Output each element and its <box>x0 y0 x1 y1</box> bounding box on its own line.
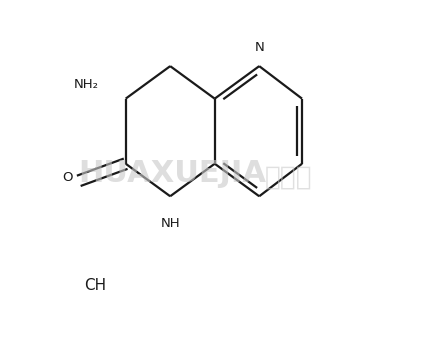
Text: NH₂: NH₂ <box>74 78 99 92</box>
Text: CH: CH <box>84 278 106 293</box>
Text: N: N <box>254 41 264 54</box>
Text: 化学加: 化学加 <box>265 164 312 190</box>
Text: NH: NH <box>160 217 180 230</box>
Text: HUAXUEJIA: HUAXUEJIA <box>78 159 266 189</box>
Text: O: O <box>63 171 73 184</box>
